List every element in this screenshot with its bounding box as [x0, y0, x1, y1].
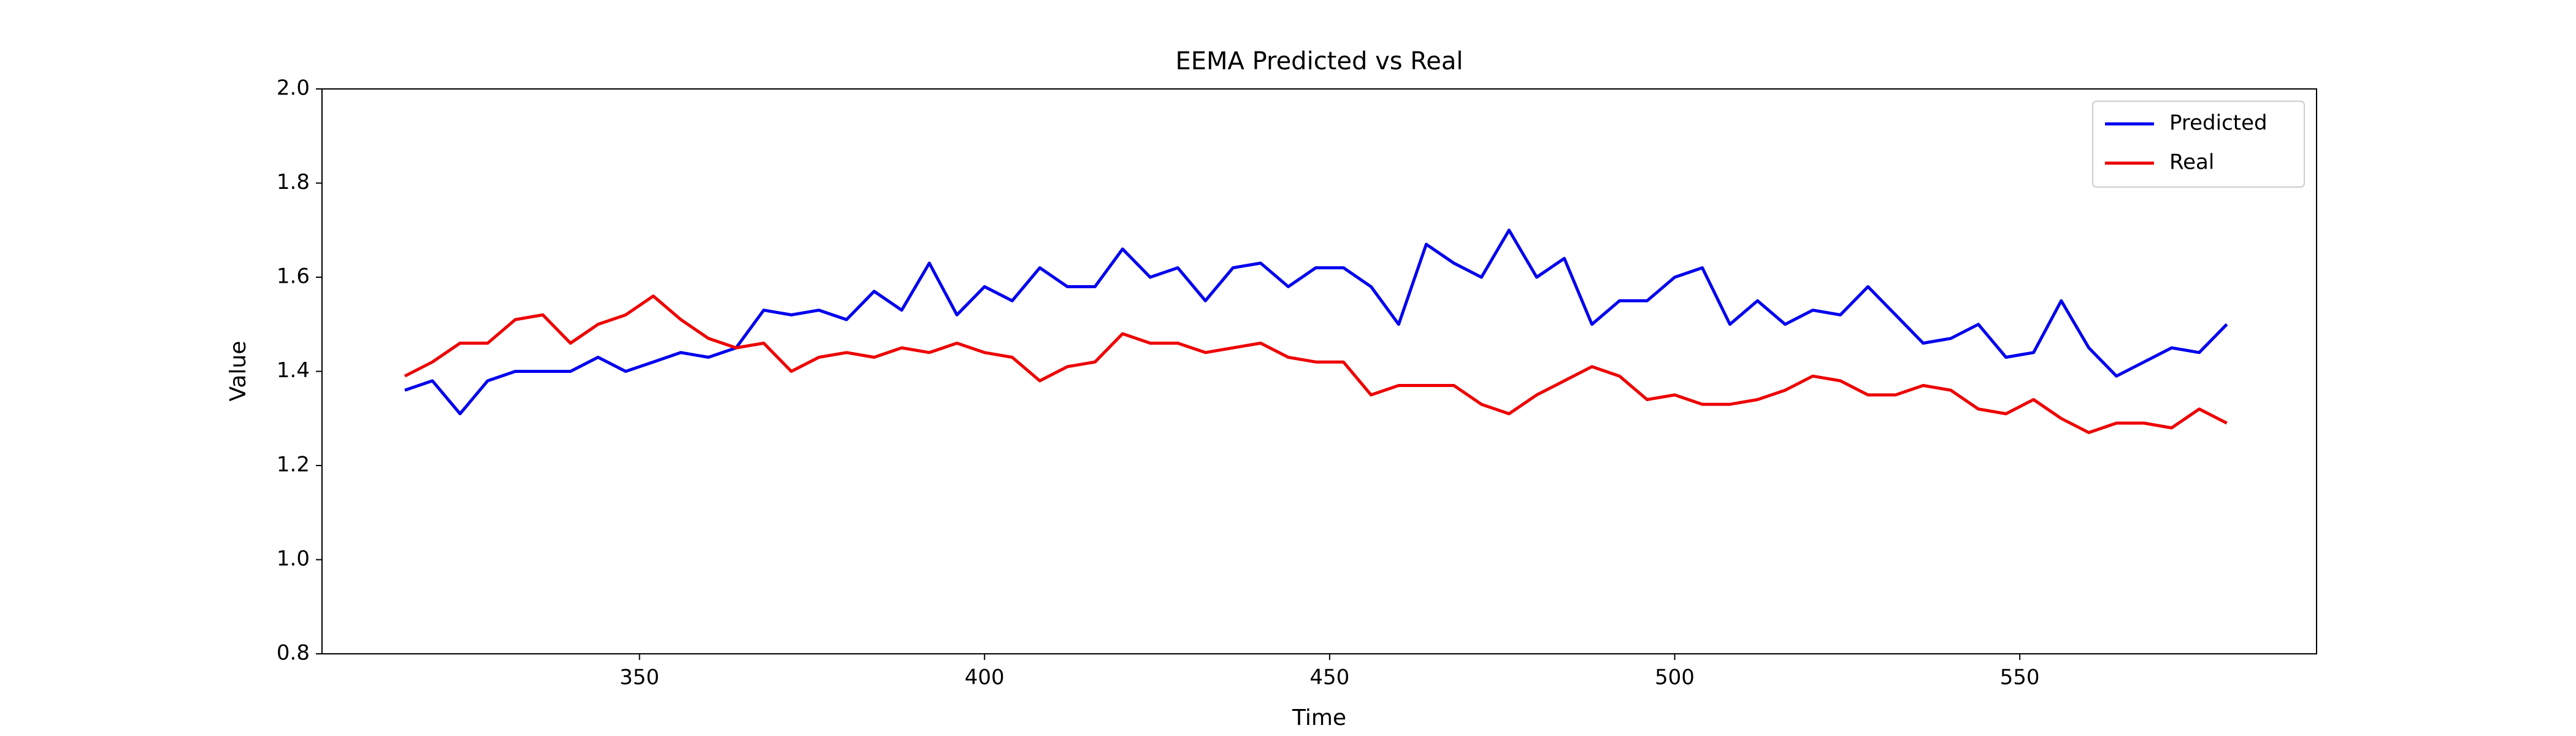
- x-tick-label: 450: [1309, 665, 1349, 690]
- y-tick-label: 1.0: [277, 546, 310, 571]
- x-tick-label: 400: [965, 665, 1005, 690]
- y-tick-label: 1.6: [277, 264, 310, 289]
- x-tick-label: 500: [1655, 665, 1695, 690]
- chart-title: EEMA Predicted vs Real: [1175, 47, 1463, 75]
- y-axis-label: Value: [226, 341, 251, 402]
- plot-frame: [321, 88, 2317, 654]
- legend-label: Real: [2169, 150, 2214, 175]
- y-tick-label: 1.2: [277, 453, 310, 477]
- y-tick-label: 1.4: [277, 358, 310, 383]
- x-axis-label: Time: [1292, 705, 1346, 730]
- x-tick-label: 350: [619, 665, 659, 690]
- y-tick-label: 2.0: [277, 76, 310, 101]
- line: [404, 228, 2228, 416]
- line: [404, 294, 2228, 434]
- x-tick-label: 550: [2000, 665, 2040, 690]
- legend-label: Predicted: [2169, 111, 2267, 136]
- y-tick-label: 0.8: [277, 641, 310, 665]
- y-tick-label: 1.8: [277, 170, 310, 194]
